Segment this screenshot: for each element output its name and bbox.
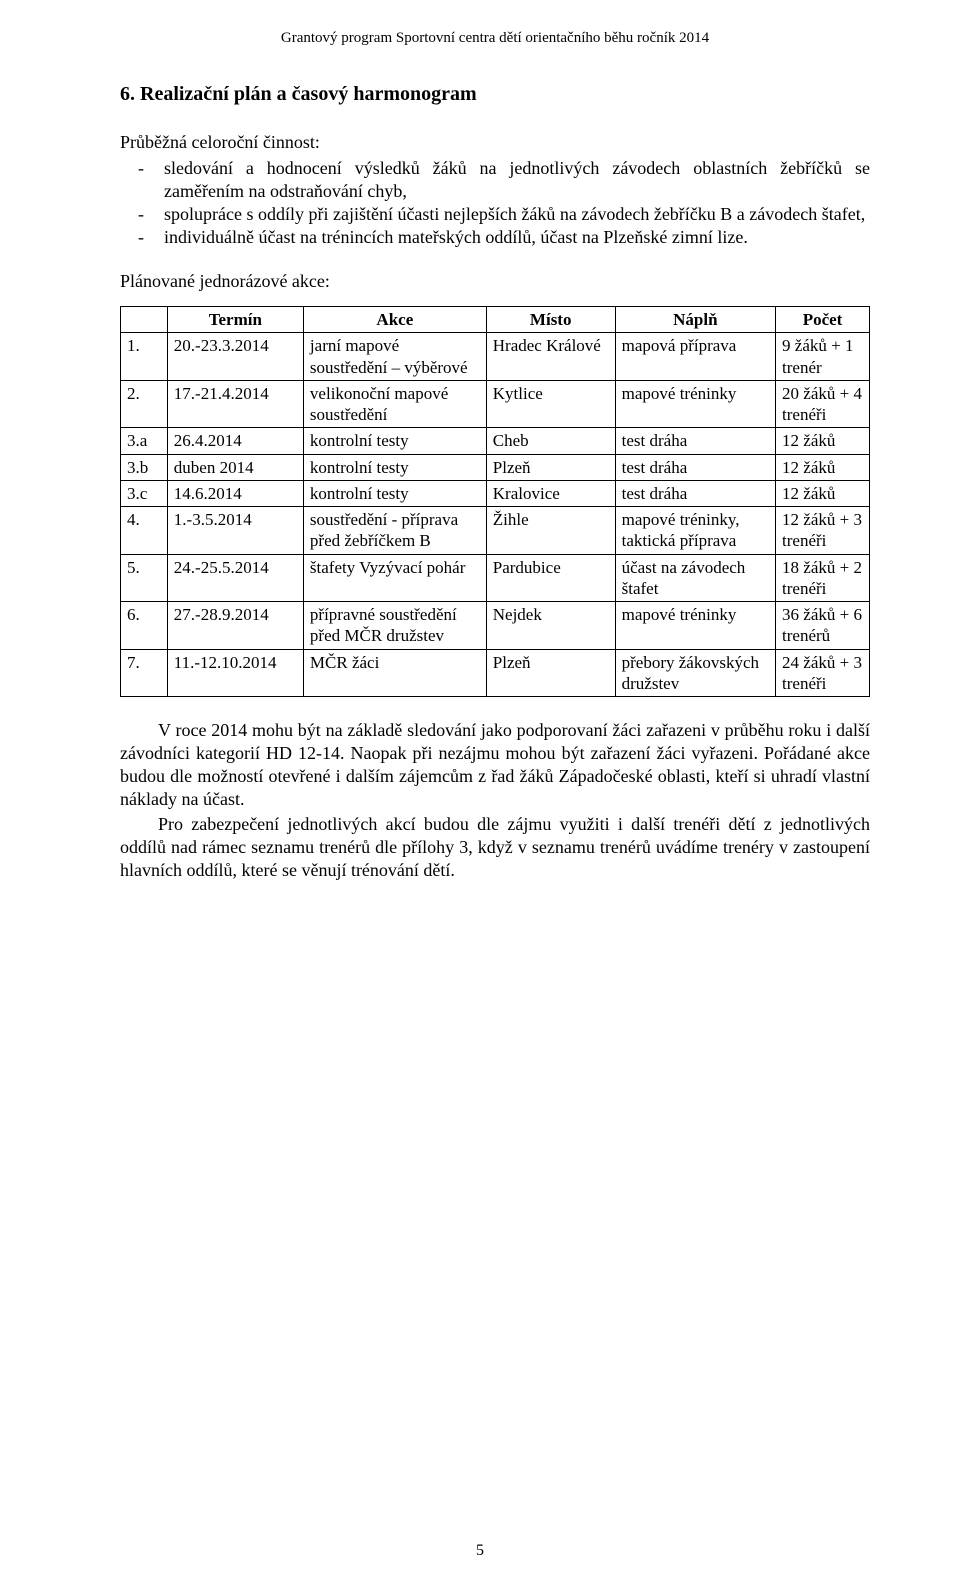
- bullet-list: sledování a hodnocení výsledků žáků na j…: [120, 157, 870, 249]
- table-cell: 5.: [121, 554, 168, 602]
- document-page: Grantový program Sportovní centra dětí o…: [0, 0, 960, 1580]
- table-cell: 11.-12.10.2014: [167, 649, 303, 697]
- table-header-cell: Akce: [303, 307, 486, 333]
- table-cell: 2.: [121, 380, 168, 428]
- table-cell: kontrolní testy: [303, 454, 486, 480]
- table-header-cell: Místo: [486, 307, 615, 333]
- running-header: Grantový program Sportovní centra dětí o…: [120, 30, 870, 47]
- body-paragraph: Pro zabezpečení jednotlivých akcí budou …: [120, 813, 870, 882]
- table-cell: přebory žákovských družstev: [615, 649, 775, 697]
- table-cell: test dráha: [615, 480, 775, 506]
- intro-subheading: Průběžná celoroční činnost:: [120, 132, 870, 153]
- table-header-cell: [121, 307, 168, 333]
- table-header-row: Termín Akce Místo Náplň Počet: [121, 307, 870, 333]
- table-cell: 3.c: [121, 480, 168, 506]
- table-row: 5. 24.-25.5.2014 štafety Vyzývací pohár …: [121, 554, 870, 602]
- table-row: 3.c 14.6.2014 kontrolní testy Kralovice …: [121, 480, 870, 506]
- table-cell: 12 žáků: [776, 454, 870, 480]
- table-cell: Plzeň: [486, 649, 615, 697]
- table-cell: kontrolní testy: [303, 428, 486, 454]
- table-cell: mapová příprava: [615, 333, 775, 381]
- table-cell: 24 žáků + 3 trenéři: [776, 649, 870, 697]
- table-cell: velikonoční mapové soustředění: [303, 380, 486, 428]
- table-cell: štafety Vyzývací pohár: [303, 554, 486, 602]
- table-cell: 12 žáků + 3 trenéři: [776, 507, 870, 555]
- table-cell: 14.6.2014: [167, 480, 303, 506]
- table-cell: 4.: [121, 507, 168, 555]
- table-cell: mapové tréninky, taktická příprava: [615, 507, 775, 555]
- table-cell: 12 žáků: [776, 428, 870, 454]
- table-cell: duben 2014: [167, 454, 303, 480]
- table-cell: Pardubice: [486, 554, 615, 602]
- table-cell: přípravné soustředění před MČR družstev: [303, 602, 486, 650]
- table-header-cell: Termín: [167, 307, 303, 333]
- table-cell: 26.4.2014: [167, 428, 303, 454]
- table-row: 6. 27.-28.9.2014 přípravné soustředění p…: [121, 602, 870, 650]
- table-cell: test dráha: [615, 454, 775, 480]
- table-cell: Kralovice: [486, 480, 615, 506]
- table-cell: 27.-28.9.2014: [167, 602, 303, 650]
- table-cell: 9 žáků + 1 trenér: [776, 333, 870, 381]
- table-cell: Hradec Králové: [486, 333, 615, 381]
- table-cell: 7.: [121, 649, 168, 697]
- page-number: 5: [0, 1542, 960, 1560]
- bullet-item: individuálně účast na trénincích mateřsk…: [164, 226, 870, 249]
- table-cell: 3.a: [121, 428, 168, 454]
- planned-subheading: Plánované jednorázové akce:: [120, 271, 870, 292]
- table-cell: soustředění - příprava před žebříčkem B: [303, 507, 486, 555]
- table-cell: 17.-21.4.2014: [167, 380, 303, 428]
- table-cell: Kytlice: [486, 380, 615, 428]
- table-cell: 18 žáků + 2 trenéři: [776, 554, 870, 602]
- body-paragraph: V roce 2014 mohu být na základě sledován…: [120, 719, 870, 811]
- table-cell: jarní mapové soustředění – výběrové: [303, 333, 486, 381]
- table-row: 4. 1.-3.5.2014 soustředění - příprava př…: [121, 507, 870, 555]
- table-cell: 20.-23.3.2014: [167, 333, 303, 381]
- table-cell: Žihle: [486, 507, 615, 555]
- table-cell: 1.-3.5.2014: [167, 507, 303, 555]
- table-header-cell: Náplň: [615, 307, 775, 333]
- table-cell: test dráha: [615, 428, 775, 454]
- table-cell: 3.b: [121, 454, 168, 480]
- table-row: 7. 11.-12.10.2014 MČR žáci Plzeň přebory…: [121, 649, 870, 697]
- table-cell: 24.-25.5.2014: [167, 554, 303, 602]
- table-cell: Cheb: [486, 428, 615, 454]
- table-row: 3.b duben 2014 kontrolní testy Plzeň tes…: [121, 454, 870, 480]
- table-cell: mapové tréninky: [615, 602, 775, 650]
- table-row: 1. 20.-23.3.2014 jarní mapové soustředěn…: [121, 333, 870, 381]
- table-cell: 20 žáků + 4 trenéři: [776, 380, 870, 428]
- table-cell: MČR žáci: [303, 649, 486, 697]
- table-header-cell: Počet: [776, 307, 870, 333]
- table-body: 1. 20.-23.3.2014 jarní mapové soustředěn…: [121, 333, 870, 697]
- table-cell: mapové tréninky: [615, 380, 775, 428]
- table-cell: Plzeň: [486, 454, 615, 480]
- table-cell: účast na závodech štafet: [615, 554, 775, 602]
- bullet-item: spolupráce s oddíly při zajištění účasti…: [164, 203, 870, 226]
- section-heading: 6. Realizační plán a časový harmonogram: [120, 83, 870, 106]
- table-cell: 1.: [121, 333, 168, 381]
- table-cell: 36 žáků + 6 trenérů: [776, 602, 870, 650]
- bullet-item: sledování a hodnocení výsledků žáků na j…: [164, 157, 870, 203]
- table-cell: 6.: [121, 602, 168, 650]
- table-row: 3.a 26.4.2014 kontrolní testy Cheb test …: [121, 428, 870, 454]
- table-cell: kontrolní testy: [303, 480, 486, 506]
- table-cell: Nejdek: [486, 602, 615, 650]
- actions-table: Termín Akce Místo Náplň Počet 1. 20.-23.…: [120, 306, 870, 697]
- table-cell: 12 žáků: [776, 480, 870, 506]
- table-row: 2. 17.-21.4.2014 velikonoční mapové sous…: [121, 380, 870, 428]
